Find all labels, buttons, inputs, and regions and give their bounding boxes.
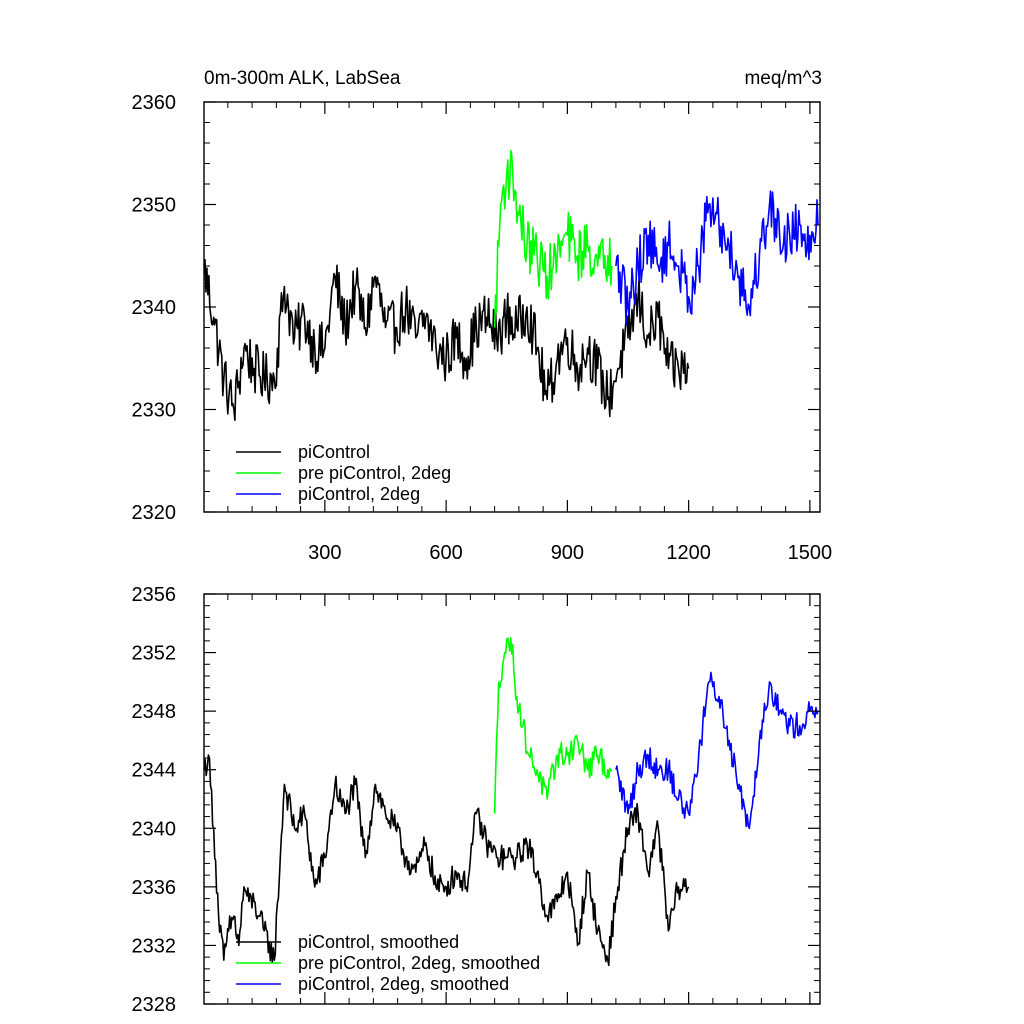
y-tick-label: 2320 — [132, 502, 177, 524]
legend-label: piControl, 2deg, smoothed — [298, 974, 509, 994]
legend-label: piControl, smoothed — [298, 932, 459, 952]
top-panel-frame — [203, 101, 821, 513]
x-tick-label: 600 — [429, 542, 462, 564]
bottom-panel-frame — [203, 593, 821, 1005]
x-tick-label: 1500 — [788, 542, 833, 564]
top-panel-lines — [203, 149, 819, 421]
y-tick-label: 2336 — [132, 877, 177, 899]
legend-label: piControl — [298, 442, 370, 462]
series-line-pre-picontrol-2deg-smoothed — [493, 637, 613, 814]
y-tick-label: 2352 — [132, 643, 177, 665]
series-line-picontrol — [203, 258, 690, 421]
y-tick-label: 2348 — [132, 701, 177, 723]
bottom-panel-ticks — [204, 593, 820, 1005]
top-panel-tick-labels: 300 600 900 1200 1500 2320 2330 2340 2350 2360 — [132, 92, 833, 564]
top-panel-title: 0m-300m ALK, LabSea — [204, 68, 401, 89]
top-panel: 0m-300m ALK, LabSea meq/m^3 300 600 900 120… — [132, 68, 833, 564]
y-tick-label: 2330 — [132, 400, 177, 422]
series-line-pre-picontrol-2deg — [493, 149, 613, 328]
y-tick-label: 2328 — [132, 994, 177, 1016]
x-tick-label: 900 — [551, 542, 584, 564]
y-tick-label: 2332 — [132, 935, 177, 957]
bottom-panel-lines — [203, 637, 819, 967]
top-panel-ticks — [204, 101, 820, 513]
y-tick-label: 2350 — [132, 195, 177, 217]
x-tick-label: 1200 — [666, 542, 711, 564]
y-tick-label: 2340 — [132, 818, 177, 840]
legend-label: pre piControl, 2deg — [298, 463, 451, 483]
y-tick-label: 2356 — [132, 584, 177, 606]
series-line-picontrol-2deg — [615, 190, 819, 326]
y-tick-label: 2340 — [132, 297, 177, 319]
x-tick-label: 300 — [308, 542, 341, 564]
legend-label: piControl, 2deg — [298, 484, 420, 504]
series-line-picontrol-2deg-smoothed — [615, 671, 819, 830]
top-panel-units: meq/m^3 — [744, 68, 822, 89]
y-tick-label: 2344 — [132, 760, 177, 782]
bottom-panel: 2328 2332 2336 2340 2344 2348 2352 2356 piContr… — [132, 584, 821, 1016]
y-tick-label: 2360 — [132, 92, 177, 114]
legend-label: pre piControl, 2deg, smoothed — [298, 953, 540, 973]
bottom-panel-tick-labels: 2328 2332 2336 2340 2344 2348 2352 2356 — [132, 584, 177, 1016]
series-line-picontrol-smoothed — [203, 754, 690, 967]
